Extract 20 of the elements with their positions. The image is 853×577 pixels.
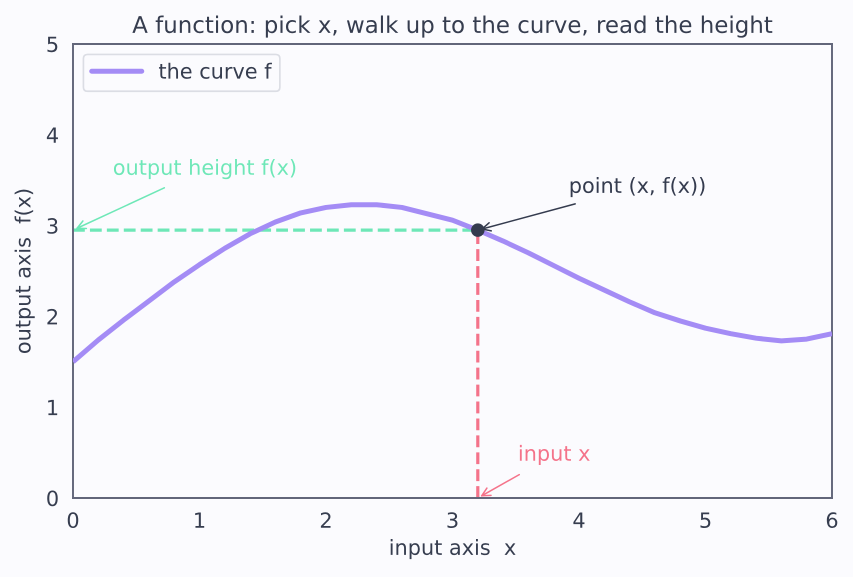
x-tick-label: 3 bbox=[447, 512, 458, 528]
x-tick-label: 4 bbox=[573, 512, 584, 528]
y-tick-label: 4 bbox=[46, 128, 58, 143]
x-tick-label: 0 bbox=[68, 512, 78, 528]
x-tick-label: 6 bbox=[826, 512, 838, 528]
x-tick-label: 2 bbox=[320, 512, 331, 528]
y-tick-label: 1 bbox=[48, 400, 58, 416]
annotation: output height f(x) bbox=[114, 158, 296, 180]
y-tick-label: 5 bbox=[47, 36, 58, 52]
y-tick-label: 0 bbox=[47, 490, 58, 506]
y-tick-label: 2 bbox=[47, 308, 58, 324]
x-tick-label: 1 bbox=[195, 512, 204, 528]
annotation: point (x, f(x)) bbox=[570, 177, 704, 198]
x-tick-label: 5 bbox=[700, 512, 710, 528]
legend-label: the curve f bbox=[158, 62, 272, 79]
chart-title: A function: pick x, walk up to the curve, read the height bbox=[132, 15, 772, 38]
y-axis-title: output axis f(x) bbox=[14, 190, 35, 353]
x-axis-title: input axis x bbox=[390, 538, 516, 560]
y-tick-label: 3 bbox=[47, 218, 58, 234]
annotation: input x bbox=[520, 444, 590, 466]
